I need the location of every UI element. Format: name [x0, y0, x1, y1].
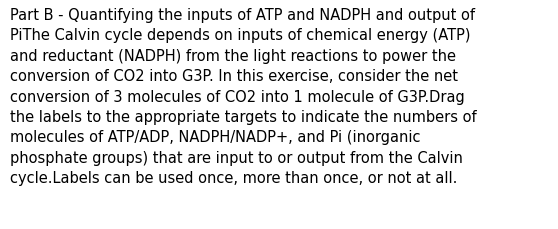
- Text: Part B - Quantifying the inputs of ATP and NADPH and output of
PiThe Calvin cycl: Part B - Quantifying the inputs of ATP a…: [10, 8, 477, 185]
